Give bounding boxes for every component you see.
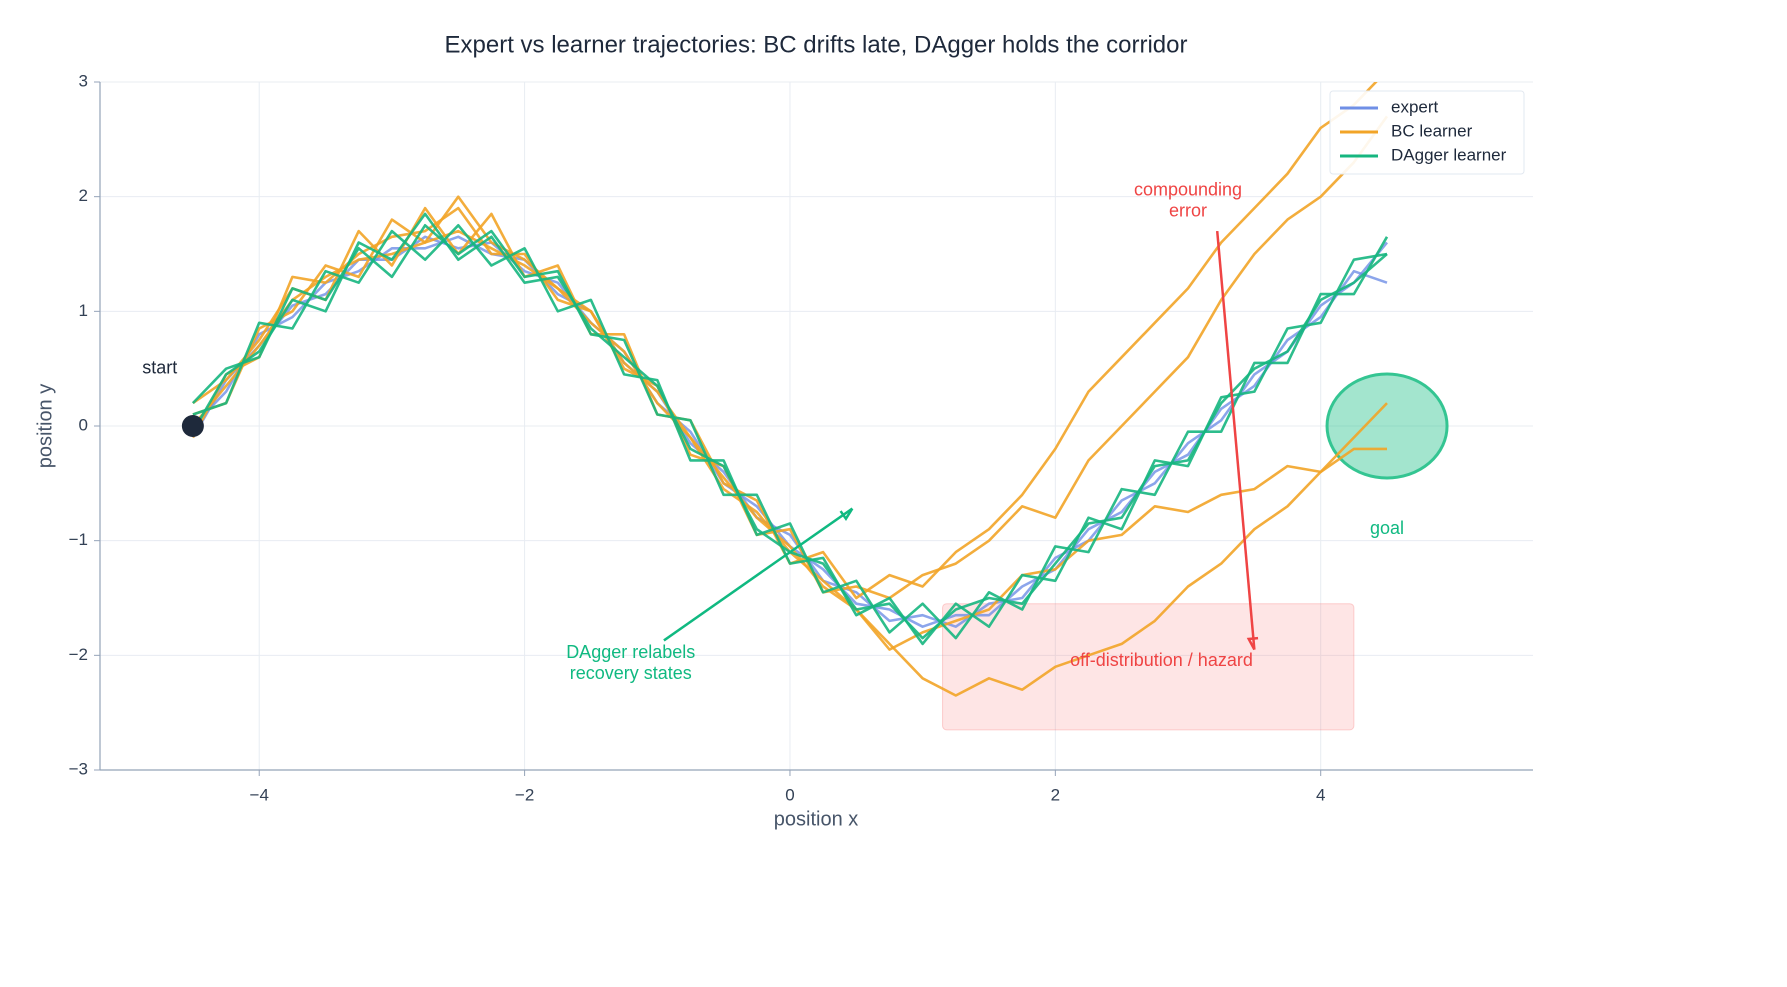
y-tick-label: 1 [79, 301, 88, 320]
annotation-arrow [1215, 230, 1256, 650]
hazard-region [942, 603, 1355, 731]
y-tick-label: 0 [79, 415, 88, 434]
annotation-text: compounding [1134, 180, 1242, 200]
goal-region [1325, 372, 1449, 480]
legend-box [1329, 90, 1525, 175]
trajectory [191, 229, 1388, 697]
arrow-head [1246, 636, 1259, 651]
plot-area [191, 82, 1449, 731]
annotation-text: DAgger relabels [566, 642, 695, 662]
y-tick-label: −2 [69, 645, 88, 664]
x-tick-label: −2 [515, 785, 534, 804]
y-tick-label: −3 [69, 759, 88, 778]
chart-title: Expert vs learner trajectories: BC drift… [445, 31, 1188, 58]
x-tick-label: −4 [250, 785, 269, 804]
y-tick-label: 3 [79, 71, 88, 90]
start-marker [181, 415, 204, 437]
x-axis-label: position x [774, 808, 859, 830]
goal-label: goal [1370, 518, 1404, 538]
start-label: start [142, 357, 177, 377]
x-tick-label: 2 [1051, 785, 1060, 804]
grid: −4 −2 0 2 4 −3 −2 −1 0 1 2 3 [69, 71, 1533, 804]
overlay: start goal off-distribution / hazard compou… [142, 90, 1525, 683]
y-axis-label: position y [34, 384, 56, 469]
y-tick-label: 2 [79, 186, 88, 205]
legend-label: expert [1391, 97, 1439, 116]
trajectory [191, 115, 1389, 600]
x-tick-label: 4 [1316, 785, 1325, 804]
y-tick-label: −1 [69, 530, 88, 549]
legend-label: BC learner [1391, 121, 1473, 140]
trajectory [192, 224, 1389, 640]
annotation-text: error [1169, 201, 1207, 221]
arrow-head [839, 507, 854, 521]
annotation-arrow [663, 507, 854, 642]
trajectory [191, 224, 1388, 646]
legend-label: DAgger learner [1391, 145, 1507, 164]
x-tick-label: 0 [785, 785, 794, 804]
trajectory [191, 235, 1389, 628]
hazard-label: off-distribution / hazard [1070, 650, 1253, 670]
annotation-text: recovery states [570, 663, 692, 683]
